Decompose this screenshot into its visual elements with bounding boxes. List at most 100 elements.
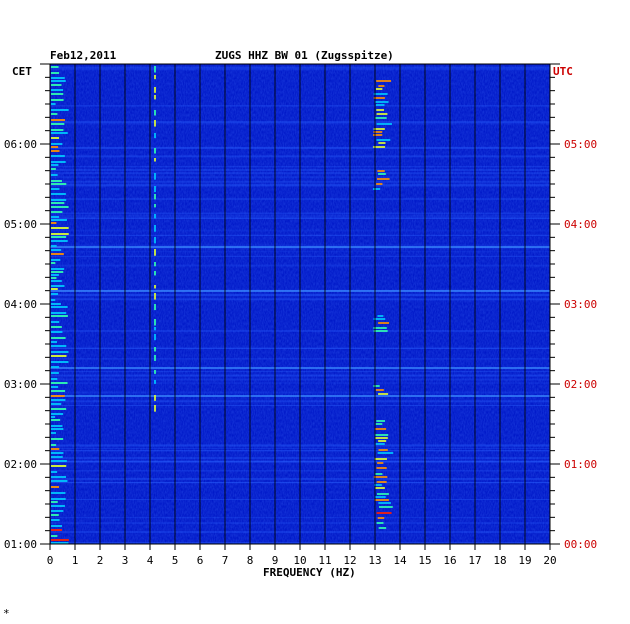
hotspot-low-freq xyxy=(51,438,64,440)
x-tick-label: 7 xyxy=(222,554,229,567)
hotspot-low-freq xyxy=(51,514,59,516)
hotspot-low-freq xyxy=(51,416,56,418)
x-tick-label: 16 xyxy=(443,554,456,567)
hotspot-low-freq xyxy=(51,206,69,208)
hotspot-low-freq xyxy=(51,390,66,392)
hotspot-4hz-line xyxy=(154,133,156,139)
right-time-label: 02:00 xyxy=(564,378,597,391)
hotspot-low-freq xyxy=(51,535,58,537)
hotspot-low-freq xyxy=(51,419,61,421)
hotspot-13hz-band xyxy=(377,178,390,180)
hotspot-low-freq xyxy=(51,199,67,201)
hotspot-low-freq xyxy=(51,236,67,238)
left-time-label: 03:00 xyxy=(4,378,37,391)
spectral-hotspots xyxy=(51,66,394,544)
hotspot-low-freq xyxy=(51,150,60,152)
hotspot-low-freq xyxy=(51,425,63,427)
hotspot-13hz-band xyxy=(375,437,388,439)
x-tick-label: 10 xyxy=(293,554,306,567)
x-axis-label: FREQUENCY (HZ) xyxy=(263,566,356,579)
hotspot-low-freq xyxy=(51,539,69,541)
hotspot-4hz-line xyxy=(154,293,156,300)
hotspot-4hz-line xyxy=(154,271,156,276)
hotspot-low-freq xyxy=(51,542,69,544)
hotspot-low-freq xyxy=(51,378,58,380)
hotspot-low-freq xyxy=(51,240,68,242)
plot-area xyxy=(49,63,551,545)
hotspot-low-freq xyxy=(51,361,69,363)
hotspot-13hz-band xyxy=(373,330,388,332)
hotspot-low-freq xyxy=(51,80,66,82)
hotspot-low-freq xyxy=(51,452,64,454)
x-tick-label: 8 xyxy=(247,554,254,567)
hotspot-low-freq xyxy=(51,471,58,473)
hotspot-13hz-band xyxy=(376,481,387,483)
hotspot-13hz-band xyxy=(377,170,385,172)
right-time-label: 03:00 xyxy=(564,298,597,311)
hotspot-low-freq xyxy=(51,271,64,273)
x-tick-label: 17 xyxy=(468,554,481,567)
hotspot-low-freq xyxy=(51,306,68,308)
hotspot-low-freq xyxy=(51,161,66,163)
hotspot-13hz-band xyxy=(373,188,381,190)
hotspot-low-freq xyxy=(51,355,67,357)
hotspot-13hz-band xyxy=(373,146,386,148)
hotspot-13hz-band xyxy=(378,440,387,442)
hotspot-low-freq xyxy=(51,259,61,261)
hotspot-13hz-band xyxy=(377,452,394,454)
hotspot-low-freq xyxy=(51,331,63,333)
hotspot-4hz-line xyxy=(154,319,156,326)
x-tick-label: 14 xyxy=(393,554,407,567)
hotspot-13hz-band xyxy=(375,101,389,103)
x-tick-label: 19 xyxy=(518,554,531,567)
hotspot-13hz-band xyxy=(378,322,390,324)
hotspot-13hz-band xyxy=(378,393,389,395)
hotspot-low-freq xyxy=(51,66,59,68)
hotspot-low-freq xyxy=(51,510,64,512)
left-axis-label: CET xyxy=(12,65,32,78)
hotspot-low-freq xyxy=(51,216,60,218)
hotspot-13hz-band xyxy=(378,173,386,175)
hotspot-4hz-line xyxy=(154,262,156,267)
hotspot-13hz-band xyxy=(375,104,385,106)
hotspot-low-freq xyxy=(51,501,58,503)
hotspot-low-freq xyxy=(51,202,65,204)
hotspot-13hz-band xyxy=(376,113,388,115)
hotspot-13hz-band xyxy=(376,467,387,469)
hotspot-4hz-line xyxy=(154,214,156,219)
hotspot-low-freq xyxy=(51,137,60,139)
hotspot-13hz-band xyxy=(373,97,385,99)
hotspot-4hz-line xyxy=(154,66,156,73)
x-tick-label: 9 xyxy=(272,554,279,567)
hotspot-13hz-band xyxy=(373,318,386,320)
hotspot-4hz-line xyxy=(154,158,156,162)
left-time-label: 06:00 xyxy=(4,138,37,151)
hotspot-4hz-line xyxy=(154,304,156,311)
hotspot-4hz-line xyxy=(154,204,156,208)
hotspot-4hz-line xyxy=(154,173,156,180)
hotspot-4hz-line xyxy=(154,120,156,127)
hotspot-13hz-band xyxy=(374,117,387,119)
hotspot-4hz-line xyxy=(154,380,156,384)
hotspot-low-freq xyxy=(51,227,69,229)
x-tick-label: 3 xyxy=(122,554,129,567)
x-tick-label: 18 xyxy=(493,554,506,567)
hotspot-low-freq xyxy=(51,519,60,521)
hotspot-low-freq xyxy=(51,486,59,488)
hotspot-low-freq xyxy=(51,89,64,91)
hotspot-low-freq xyxy=(51,193,66,195)
left-time-label: 02:00 xyxy=(4,458,37,471)
hotspot-4hz-line xyxy=(154,87,156,93)
hotspot-4hz-line xyxy=(154,370,156,374)
hotspot-low-freq xyxy=(51,233,69,235)
frequency-gridlines xyxy=(74,64,526,544)
hotspot-low-freq xyxy=(51,253,64,255)
hotspot-low-freq xyxy=(51,188,60,190)
hotspot-low-freq xyxy=(51,366,60,368)
hotspot-13hz-band xyxy=(374,434,389,436)
hotspot-low-freq xyxy=(51,280,62,282)
hotspot-low-freq xyxy=(51,103,56,105)
hotspot-low-freq xyxy=(51,341,58,343)
hotspot-13hz-band xyxy=(373,93,388,95)
hotspot-low-freq xyxy=(51,183,67,185)
